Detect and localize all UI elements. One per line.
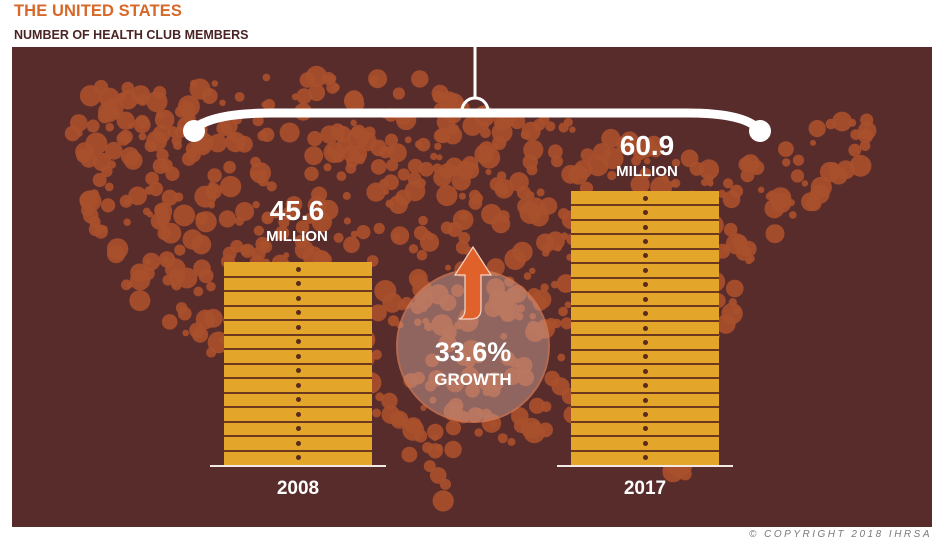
bar-stripe (224, 319, 372, 321)
bar-pin (295, 310, 301, 316)
growth-label: GROWTH (434, 370, 512, 389)
bar-stripe (571, 319, 719, 322)
bar-pin (642, 253, 648, 259)
copyright-notice: © COPYRIGHT 2018 IHRSA (749, 529, 932, 540)
value-2017: 60.9 (619, 130, 675, 161)
bar-stripe (571, 348, 719, 351)
arrow-up-icon (453, 245, 493, 320)
bar-stripe (224, 435, 372, 437)
bar-pin (295, 295, 301, 301)
bar-stripe (571, 334, 719, 337)
bar-stripe (571, 305, 719, 308)
bar-2017 (571, 191, 719, 465)
bar-stripe (224, 449, 372, 452)
bar-stripe (571, 233, 719, 236)
year-label-2008: 2008 (276, 478, 320, 499)
comparison-bracket (183, 47, 771, 142)
bar-pin (642, 383, 648, 389)
bar-stripe (224, 333, 372, 336)
bar-pin (295, 411, 301, 417)
bar-stripe (571, 406, 719, 409)
bar-pin (642, 397, 648, 403)
bar-stripe (571, 276, 719, 279)
bar-pin (295, 324, 301, 330)
bar-pin (295, 397, 301, 403)
value-2008: 45.6 (269, 195, 325, 226)
bar-stripe (224, 420, 372, 423)
bar-pin (295, 426, 301, 432)
bar-pin (642, 195, 648, 201)
bar-stripe (224, 362, 372, 365)
bar-stripe (571, 449, 719, 452)
unit-2017: MILLION (616, 163, 678, 180)
value-label-2008: 45.6 MILLION (242, 195, 352, 245)
bar-pin (642, 238, 648, 244)
bar-pin (642, 224, 648, 230)
bar-stripe (571, 377, 719, 380)
baseline-2017 (557, 465, 733, 467)
bar-stripe (224, 275, 372, 278)
bar-stripe (224, 348, 372, 350)
bar-pin (295, 353, 301, 359)
bar-2008 (224, 262, 372, 465)
page-title: THE UNITED STATES (14, 2, 182, 20)
bar-stripe (224, 406, 372, 408)
chart-panel: 45.6 MILLION 2008 60.9 MILLION 2017 33.6… (12, 47, 932, 527)
year-label-2017: 2017 (623, 478, 667, 499)
bar-pin (642, 339, 648, 345)
bar-pin (642, 368, 648, 374)
bar-stripe (224, 377, 372, 379)
bar-pin (642, 412, 648, 418)
bar-pin (295, 339, 301, 345)
bar-stripe (224, 304, 372, 307)
growth-badge: 33.6% GROWTH (396, 245, 550, 423)
unit-2008: MILLION (266, 228, 328, 245)
bar-pin (642, 426, 648, 432)
bar-stripe (571, 420, 719, 423)
bar-stripe (571, 435, 719, 438)
baseline-2008 (210, 465, 386, 467)
bar-stripe (224, 290, 372, 292)
bar-pin (642, 311, 648, 317)
chart-subtitle: NUMBER OF HEALTH CLUB MEMBERS (14, 28, 249, 42)
bar-pin (642, 296, 648, 302)
value-label-2017: 60.9 MILLION (592, 130, 702, 180)
bar-pin (642, 267, 648, 273)
bar-pin (295, 281, 301, 287)
bar-pin (642, 440, 648, 446)
bar-pin (295, 266, 301, 272)
bar-pin (642, 210, 648, 216)
bar-pin (295, 368, 301, 374)
bar-stripe (571, 391, 719, 394)
growth-percent: 33.6% (434, 337, 512, 367)
bar-stripe (571, 290, 719, 293)
bar-pin (642, 282, 648, 288)
bar-stripe (571, 262, 719, 265)
bar-stripe (571, 204, 719, 207)
bar-pin (295, 440, 301, 446)
bar-pin (642, 354, 648, 360)
bar-pin (295, 382, 301, 388)
bar-stripe (224, 391, 372, 394)
bar-pin (642, 325, 648, 331)
bar-stripe (571, 363, 719, 366)
bar-pin (642, 455, 648, 461)
bar-pin (295, 455, 301, 461)
bar-stripe (571, 247, 719, 250)
bar-stripe (571, 218, 719, 221)
